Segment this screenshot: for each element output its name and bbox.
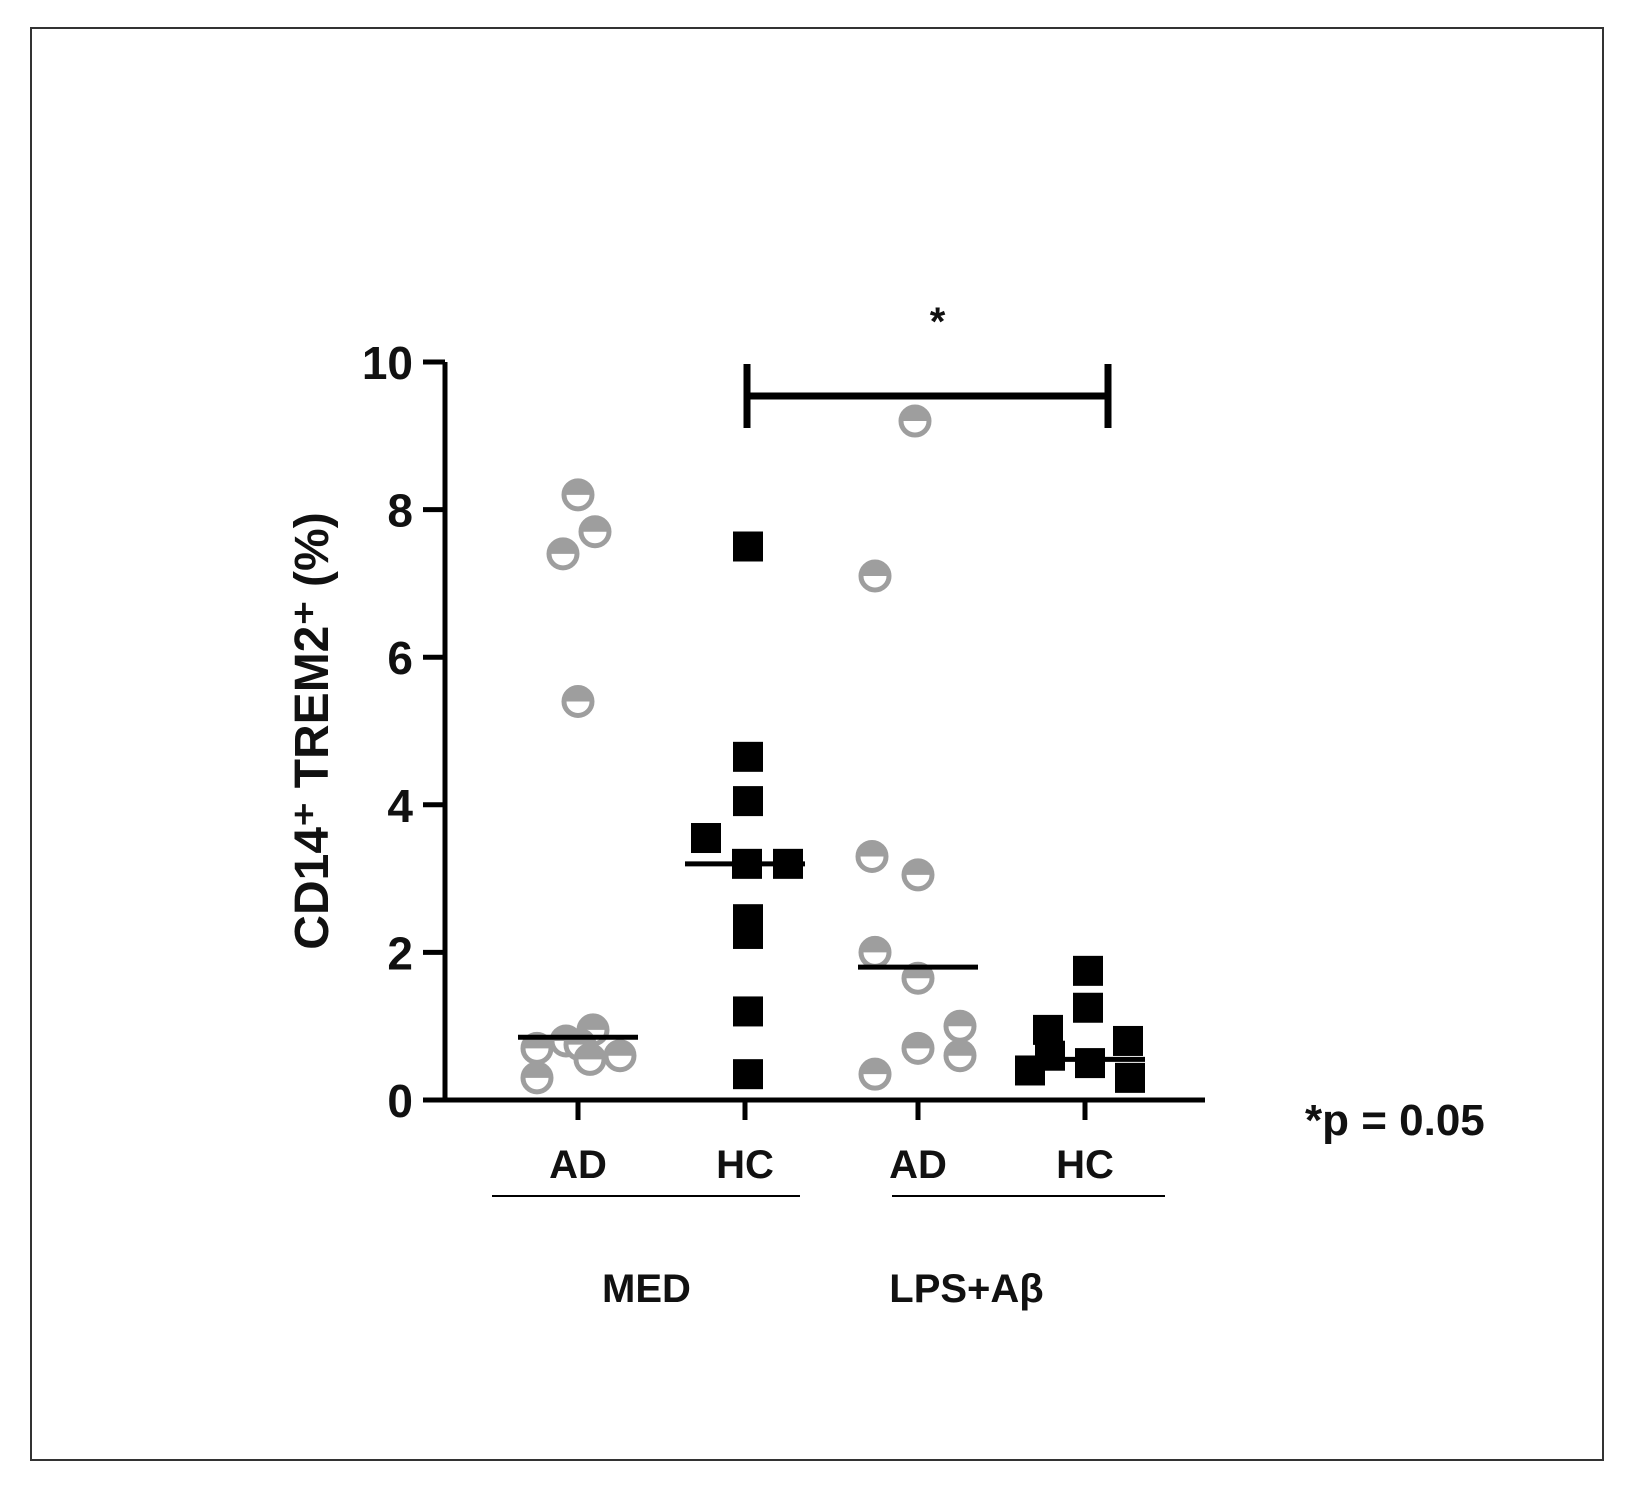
ad-circle-fill bbox=[904, 1034, 932, 1049]
p-value-annotation: *p = 0.05 bbox=[1305, 1096, 1485, 1145]
ad-circle-fill bbox=[581, 517, 609, 532]
ad-circle-fill bbox=[946, 1012, 974, 1027]
ad-circle-fill bbox=[564, 480, 592, 495]
significance-star: * bbox=[930, 300, 946, 344]
ad-circle-fill bbox=[861, 938, 889, 953]
labels: 0 2 4 6 8 10 AD HC AD HC MED LPS+Aβ CD14⁺ TREM2⁺ (%)… bbox=[286, 300, 1485, 1311]
ad-circle-fill bbox=[549, 539, 577, 554]
ad-circle-fill bbox=[946, 1041, 974, 1056]
x-tick-label: AD bbox=[549, 1143, 607, 1187]
hc-square-point bbox=[1073, 992, 1103, 1023]
y-axis-label: CD14⁺ TREM2⁺ (%) bbox=[286, 512, 339, 949]
y-tick-label: 6 bbox=[387, 632, 413, 684]
y-tick-label: 8 bbox=[387, 485, 413, 537]
ad-circle-fill bbox=[606, 1041, 634, 1056]
x-tick-label: HC bbox=[716, 1143, 774, 1187]
ad-circle-fill bbox=[576, 1045, 604, 1060]
hc-square-point bbox=[733, 918, 763, 949]
hc-square-point bbox=[733, 1059, 763, 1090]
ad-circle-fill bbox=[861, 1060, 889, 1075]
hc-square-point bbox=[733, 996, 763, 1027]
ad-circle-fill bbox=[523, 1063, 551, 1078]
ad-circle-fill bbox=[858, 842, 886, 857]
median-lines bbox=[518, 861, 1145, 1062]
hc-square-point bbox=[1115, 1062, 1145, 1093]
x-tick-label: AD bbox=[889, 1143, 947, 1187]
hc-square-point bbox=[733, 786, 763, 817]
ad-circle-fill bbox=[904, 860, 932, 875]
hc-square-point bbox=[1113, 1025, 1143, 1056]
axes bbox=[423, 359, 1205, 1197]
ad-circle-fill bbox=[564, 687, 592, 702]
y-tick-label: 2 bbox=[387, 927, 413, 979]
hc-square-point bbox=[1075, 1048, 1105, 1079]
ad-circle-fill bbox=[579, 1015, 607, 1030]
group-label: LPS+Aβ bbox=[889, 1267, 1043, 1311]
y-tick-label: 4 bbox=[387, 780, 413, 832]
group-label: MED bbox=[602, 1267, 691, 1311]
hc-square-point bbox=[691, 823, 721, 854]
ad-circle-fill bbox=[861, 562, 889, 577]
figure-frame bbox=[30, 27, 1604, 1461]
hc-square-point bbox=[1073, 955, 1103, 986]
y-tick-label: 0 bbox=[387, 1075, 413, 1127]
hc-square-point bbox=[1033, 1014, 1063, 1045]
hc-square-point bbox=[733, 741, 763, 772]
hc-square-point bbox=[733, 531, 763, 562]
data-points bbox=[520, 404, 1145, 1095]
x-tick-label: HC bbox=[1056, 1143, 1114, 1187]
ad-circle-fill bbox=[901, 407, 929, 422]
y-tick-label: 10 bbox=[362, 337, 413, 389]
